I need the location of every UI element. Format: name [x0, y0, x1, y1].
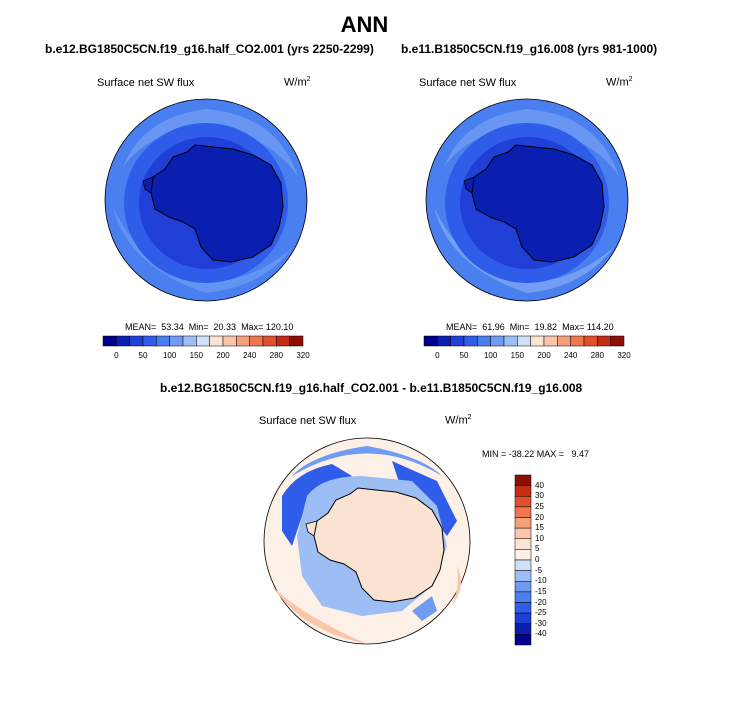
diff-title: b.e12.BG1850C5CN.f19_g16.half_CO2.001 - …: [160, 381, 583, 395]
panel1-colorbar-swatch: [182, 335, 197, 347]
diff-colorbar-tick-label: -20: [535, 597, 547, 607]
diff-colorbar-tick-label: 40: [535, 480, 544, 490]
panel2-colorbar-swatch: [490, 335, 505, 347]
panel1-colorbar-tick-label: 200: [216, 351, 230, 360]
panel1-colorbar-swatch: [102, 335, 117, 347]
panel2-variable-label: Surface net SW flux: [419, 77, 517, 89]
panel2-antarctica-outline: [471, 144, 605, 263]
panel1-colorbar-swatch: [236, 335, 250, 347]
diff-units: W/m2: [445, 414, 472, 427]
diff-variable-label: Surface net SW flux: [259, 415, 357, 427]
panel2-colorbar-swatch: [503, 335, 518, 347]
panel2-colorbar-swatch: [517, 335, 531, 347]
diff-colorbar-tick-label: 10: [535, 533, 544, 543]
panel1-colorbar-swatch: [156, 335, 170, 347]
panel1-polar-map: [104, 98, 308, 302]
panel2-colorbar-swatch: [557, 335, 571, 347]
diff-antarctica-outline: [313, 487, 445, 603]
panel1-stats: MEAN= 53.34 Min= 20.33 Max= 120.10: [125, 322, 294, 332]
panel2-colorbar-swatch: [423, 335, 438, 347]
diff-colorbar-swatch: [514, 506, 532, 518]
diff-colorbar-swatch: [514, 581, 532, 593]
panel1-colorbar-tick-label: 0: [114, 351, 119, 360]
panel1-colorbar-swatch: [196, 335, 210, 347]
panel1-colorbar-tick-label: 150: [189, 351, 203, 360]
panel2-colorbar-swatch: [463, 335, 478, 347]
figure-title: ANN: [340, 12, 389, 37]
diff-colorbar-tick-label: -15: [535, 586, 547, 596]
panel2-colorbar-swatch: [450, 335, 465, 347]
diff-colorbar-swatch: [514, 591, 532, 603]
panel1-colorbar-swatch: [222, 335, 237, 347]
panel2-colorbar-tick-label: 200: [537, 351, 551, 360]
panel1-antarctica-outline: [150, 144, 284, 263]
panel2-colorbar-swatch: [477, 335, 491, 347]
diff-colorbar-swatch: [514, 612, 532, 624]
panel2-colorbar-tick-label: 150: [510, 351, 524, 360]
panel2-colorbar-swatch: [543, 335, 558, 347]
panel1-colorbar-tick-label: 50: [138, 351, 148, 360]
panel2-stats: MEAN= 61.96 Min= 19.82 Max= 114.20: [446, 322, 614, 332]
panel1-colorbar-tick-label: 240: [242, 351, 257, 360]
panel1-colorbar-swatch: [116, 335, 130, 347]
diff-colorbar-tick-label: 25: [535, 501, 544, 511]
diff-colorbar-tick-label: 0: [535, 555, 540, 564]
panel1-case-title: b.e12.BG1850C5CN.f19_g16.half_CO2.001 (y…: [45, 42, 374, 56]
diff-colorbar-swatch: [514, 623, 532, 635]
panel1-units: W/m2: [284, 76, 311, 89]
diff-colorbar-tick-label: 30: [535, 491, 544, 501]
diff-colorbar-swatch: [514, 474, 532, 486]
panel2-units: W/m2: [606, 76, 633, 89]
diff-colorbar-tick-label: 15: [535, 523, 544, 533]
panel1-colorbar-swatch: [209, 335, 224, 347]
diff-stats: MIN = -38.22 MAX = 9.47: [482, 449, 590, 459]
panel2-colorbar-swatch: [570, 335, 585, 347]
panel2-colorbar-swatch: [597, 335, 611, 347]
panel1-colorbar-swatch: [249, 335, 264, 347]
diff-colorbar-tick-label: -5: [535, 565, 543, 575]
panel1-colorbar-tick-label: 100: [162, 351, 177, 360]
panel2-colorbar-tick-label: 240: [563, 351, 578, 360]
diff-colorbar-swatch: [514, 634, 532, 646]
diff-colorbar-swatch: [514, 602, 532, 614]
diff-colorbar-tick-label: -25: [535, 608, 547, 618]
panel2-colorbar: [423, 335, 625, 347]
diff-colorbar-swatch: [514, 570, 532, 582]
panel2-colorbar-tick-label: 0: [435, 351, 440, 360]
diff-colorbar-tick-label: -30: [535, 618, 547, 628]
diff-colorbar-swatch: [514, 538, 532, 550]
panel2-colorbar-swatch: [610, 335, 625, 347]
panel1-colorbar-tick-label: 280: [269, 351, 283, 360]
diff-colorbar-tick-label: 20: [535, 512, 544, 522]
panel1-colorbar-tick-label: 320: [296, 351, 310, 360]
panel1-colorbar-swatch: [129, 335, 144, 347]
diff-colorbar-swatch: [514, 527, 532, 539]
panel1-colorbar-swatch: [169, 335, 184, 347]
panel2-colorbar-tick-label: 100: [483, 351, 498, 360]
panel2-case-title: b.e11.B1850C5CN.f19_g16.008 (yrs 981-100…: [401, 42, 658, 56]
panel1-colorbar: [102, 335, 304, 347]
panel1-variable-label: Surface net SW flux: [97, 77, 195, 89]
panel1-colorbar-swatch: [276, 335, 290, 347]
panel2-colorbar-swatch: [583, 335, 598, 347]
panel2-colorbar-swatch: [530, 335, 545, 347]
diff-colorbar-swatch: [514, 496, 532, 508]
diff-polar-map: [263, 437, 471, 645]
panel1-colorbar-swatch: [289, 335, 304, 347]
panel2-colorbar-tick-label: 320: [617, 351, 631, 360]
diff-colorbar-tick-label: -40: [535, 629, 547, 639]
panel2-polar-map: [425, 98, 629, 302]
diff-colorbar-tick-label: 5: [535, 544, 540, 554]
diff-colorbar-swatch: [514, 485, 532, 497]
panel2-colorbar-swatch: [437, 335, 451, 347]
diff-colorbar-tick-label: -10: [535, 576, 547, 586]
panel2-colorbar-tick-label: 280: [590, 351, 604, 360]
panel1-colorbar-swatch: [262, 335, 277, 347]
panel2-colorbar-tick-label: 50: [459, 351, 469, 360]
diff-colorbar-swatch: [514, 549, 532, 561]
diff-colorbar-swatch: [514, 559, 532, 571]
diff-colorbar: [514, 474, 532, 646]
panel1-colorbar-swatch: [142, 335, 157, 347]
diff-colorbar-swatch: [514, 517, 532, 529]
